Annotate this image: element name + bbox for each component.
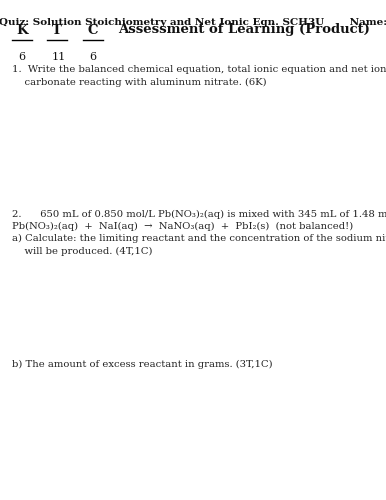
Text: Pb(NO₃)₂(aq)  +  NaI(aq)  →  NaNO₃(aq)  +  PbI₂(s)  (not balanced!): Pb(NO₃)₂(aq) + NaI(aq) → NaNO₃(aq) + PbI… <box>12 222 353 231</box>
Text: 1.  Write the balanced chemical equation, total ionic equation and net ionic equ: 1. Write the balanced chemical equation,… <box>12 65 386 87</box>
Text: Quiz: Solution Stoichiometry and Net Ionic Eqn. SCH3U       Name:: Quiz: Solution Stoichiometry and Net Ion… <box>0 18 386 27</box>
Text: C: C <box>88 24 98 37</box>
Text: T: T <box>52 24 62 37</box>
Text: 11: 11 <box>52 52 66 62</box>
Text: 6: 6 <box>19 52 25 62</box>
Text: 6: 6 <box>90 52 96 62</box>
Text: 2.      650 mL of 0.850 mol/L Pb(NO₃)₂(aq) is mixed with 345 mL of 1.48 mol/L Na: 2. 650 mL of 0.850 mol/L Pb(NO₃)₂(aq) is… <box>12 210 386 219</box>
Text: K: K <box>16 24 28 37</box>
Text: Assessment of Learning (Product): Assessment of Learning (Product) <box>118 23 370 36</box>
Text: a) Calculate: the limiting reactant and the concentration of the sodium nitrate : a) Calculate: the limiting reactant and … <box>12 234 386 256</box>
Text: b) The amount of excess reactant in grams. (3T,1C): b) The amount of excess reactant in gram… <box>12 360 273 369</box>
